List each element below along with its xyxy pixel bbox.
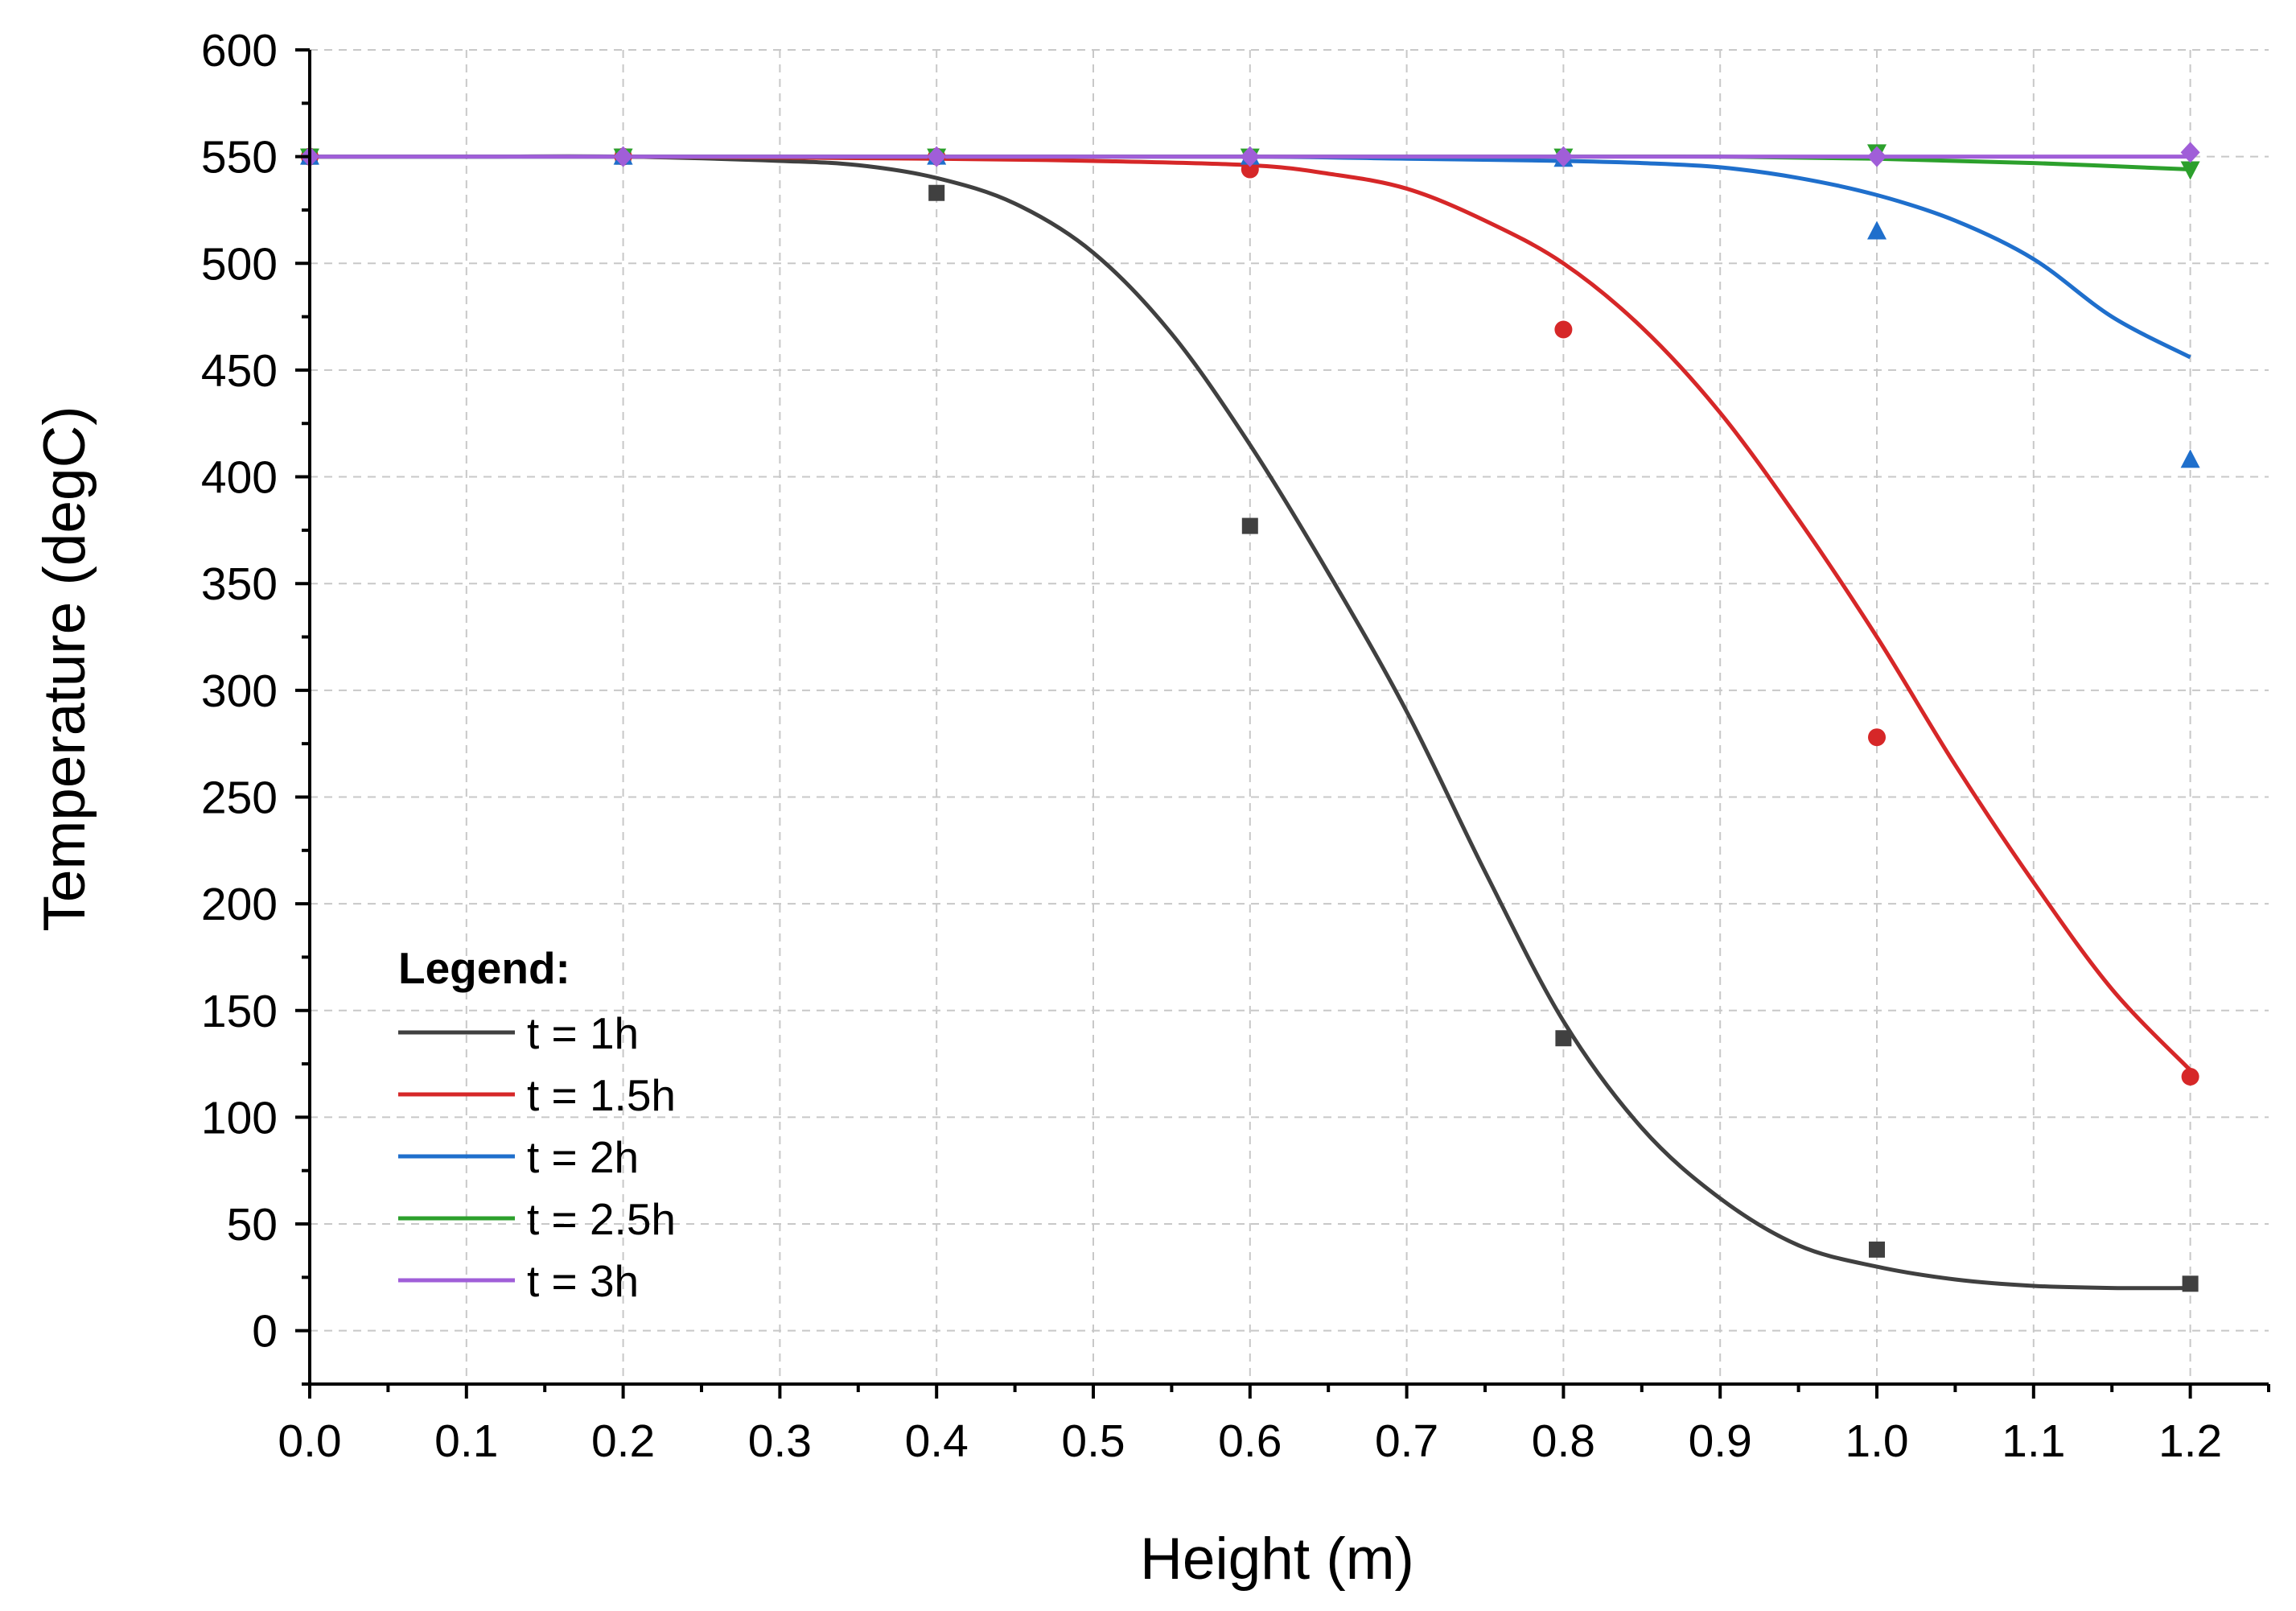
y-tick-label: 400 [201, 452, 278, 504]
x-tick-label: 0.6 [1218, 1415, 1282, 1467]
y-tick-label: 450 [201, 345, 278, 397]
data-point-t-1h [1555, 1030, 1572, 1047]
x-tick-label: 0.7 [1375, 1415, 1438, 1467]
series-line-t-1-5h [309, 154, 2192, 1072]
y-tick-label: 200 [201, 879, 278, 930]
data-point-t-1-5h [1868, 728, 1886, 747]
legend-label-t-3h: t = 3h [527, 1256, 639, 1306]
grid [309, 49, 2269, 1384]
y-tick-label: 550 [201, 132, 278, 183]
x-axis-title: Height (m) [1140, 1527, 1414, 1592]
x-tick-label: 0.5 [1061, 1415, 1125, 1467]
y-tick-label: 250 [201, 772, 278, 823]
y-axis-title: Temperature (degC) [32, 406, 97, 931]
legend-label-t-2h: t = 2h [527, 1132, 639, 1182]
y-tick-label: 50 [227, 1199, 278, 1250]
y-tick-label: 600 [201, 25, 278, 76]
data-point-t-3h [1553, 146, 1574, 167]
legend-label-t-1h: t = 1h [527, 1008, 639, 1058]
legend-label-t-1-5h: t = 1.5h [527, 1070, 676, 1120]
y-tick-label: 0 [252, 1306, 278, 1358]
x-tick-label: 0.0 [278, 1415, 341, 1467]
x-tick-label: 0.2 [591, 1415, 655, 1467]
x-tick-label: 1.1 [2002, 1415, 2065, 1467]
data-point-t-1h [1241, 517, 1258, 534]
x-tick-label: 0.8 [1532, 1415, 1595, 1467]
data-point-t-2-5h [2180, 161, 2200, 180]
data-point-t-3h [1867, 146, 1887, 167]
data-point-t-1h [928, 184, 945, 201]
data-point-t-3h [2180, 142, 2200, 163]
x-tick-label: 1.2 [2158, 1415, 2222, 1467]
y-tick-label: 100 [201, 1092, 278, 1143]
legend-title: Legend: [398, 943, 570, 993]
y-tick-label: 350 [201, 558, 278, 610]
data-point-t-2h [2180, 449, 2200, 468]
data-point-t-1-5h [1554, 320, 1573, 339]
y-tick-label: 150 [201, 986, 278, 1037]
tick-labels: 0.0 0.1 0.2 0.3 0.4 0.5 0.6 0.7 0.8 0.9 1.0 1.1 1.2 0… [201, 25, 2222, 1467]
y-tick-label: 500 [201, 238, 278, 290]
data-point-t-3h [1240, 146, 1260, 167]
x-tick-label: 0.3 [748, 1415, 812, 1467]
data-point-t-1h [2182, 1275, 2199, 1292]
series-markers [300, 142, 2200, 1292]
data-point-t-1-5h [2181, 1067, 2199, 1086]
data-point-t-1h [1869, 1241, 1885, 1258]
x-tick-label: 0.4 [905, 1415, 969, 1467]
x-tick-label: 1.0 [1845, 1415, 1908, 1467]
data-point-t-3h [927, 146, 947, 167]
axes [295, 48, 2270, 1399]
series-line-t-1h [310, 154, 2191, 1291]
legend-label-t-2-5h: t = 2.5h [527, 1194, 676, 1244]
y-tick-label: 300 [201, 665, 278, 717]
legend: Legend: t = 1h t = 1.5h t = 2h t = 2.5h t = … [398, 943, 676, 1306]
data-point-t-1-5h [1241, 160, 1259, 179]
data-point-t-3h [613, 146, 633, 167]
data-point-t-2h [1867, 220, 1887, 240]
x-tick-label: 0.9 [1689, 1415, 1752, 1467]
x-tick-label: 0.1 [434, 1415, 498, 1467]
